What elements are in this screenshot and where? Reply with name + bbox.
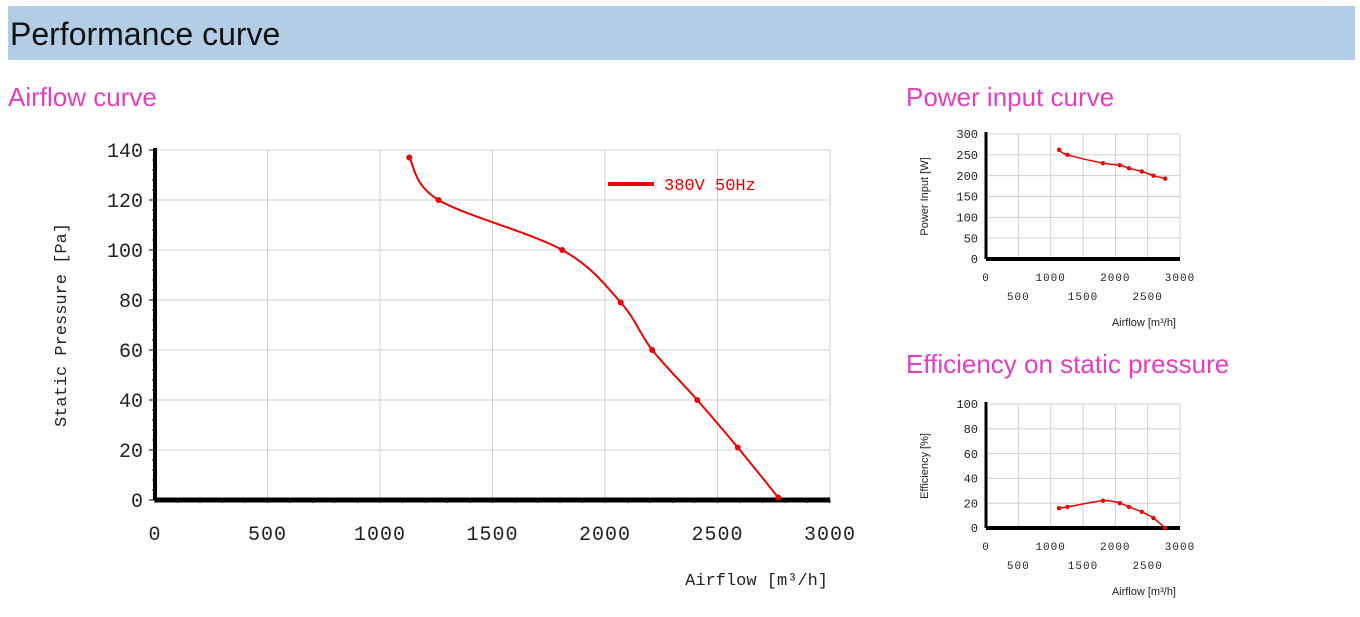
page-title: Performance curve [10, 16, 281, 52]
power-x-tick-label: 1000 [1035, 273, 1065, 285]
airflow-y-tick-label: 100 [107, 241, 143, 264]
power-data-point [1065, 152, 1070, 158]
power-data-point [1126, 165, 1132, 171]
airflow-data-point [649, 347, 656, 353]
airflow-data-point [435, 197, 442, 203]
airflow-x-tick-label: 500 [248, 524, 287, 547]
airflow-y-axis-label: Static Pressure [Pa] [53, 223, 72, 427]
efficiency-y-tick-label: 40 [964, 473, 978, 487]
airflow-x-tick-label: 3000 [804, 524, 856, 547]
power-x-tick-label: 0 [982, 273, 990, 285]
efficiency-y-tick-label: 20 [964, 497, 978, 511]
airflow-data-point [406, 154, 413, 161]
airflow-y-tick-label: 20 [119, 441, 143, 464]
airflow-y-tick-label: 80 [119, 291, 143, 314]
efficiency-x-tick-label: 1000 [1035, 542, 1065, 554]
airflow-data-point [734, 444, 741, 451]
efficiency-x-tick-label: 0 [982, 542, 990, 554]
power-x-tick-label: 500 [1007, 292, 1030, 304]
efficiency-x-tick-label: 500 [1007, 561, 1030, 573]
efficiency-chart-title: Efficiency on static pressure [906, 349, 1230, 379]
airflow-series-line [408, 156, 780, 499]
efficiency-y-tick-label: 0 [971, 522, 978, 536]
airflow-x-tick-label: 1000 [354, 524, 406, 547]
power-data-point [1100, 160, 1106, 166]
airflow-chart-title: Airflow curve [8, 82, 157, 112]
airflow-data-point [559, 247, 566, 253]
power-data-point [1151, 173, 1156, 178]
airflow-x-tick-label: 1500 [466, 524, 518, 547]
power-y-tick-label: 100 [956, 212, 978, 226]
efficiency-x-axis-label: Airflow [m³/h] [1112, 586, 1176, 598]
airflow-data-point [694, 397, 701, 403]
power-series-line [1058, 149, 1166, 180]
power-data-point [1139, 169, 1145, 174]
header-bar: Performance curve [8, 6, 1355, 60]
airflow-y-tick-label: 140 [107, 141, 143, 164]
airflow-data-point [775, 494, 782, 501]
efficiency-y-tick-label: 60 [964, 448, 978, 462]
power-y-tick-label: 250 [956, 149, 978, 163]
power-y-axis-label: Power Input [W] [919, 157, 931, 235]
power-x-tick-label: 3000 [1165, 273, 1195, 285]
efficiency-data-point [1151, 515, 1156, 521]
efficiency-y-axis-label: Efficiency [%] [919, 433, 931, 499]
efficiency-x-tick-label: 1500 [1068, 561, 1098, 573]
airflow-x-tick-label: 0 [148, 524, 161, 547]
power-x-tick-label: 2000 [1100, 273, 1130, 285]
power-x-tick-label: 1500 [1068, 292, 1098, 304]
efficiency-series-line [1058, 499, 1166, 529]
airflow-legend-label: 380V 50Hz [664, 177, 756, 196]
efficiency-data-point [1139, 509, 1145, 515]
power-y-tick-label: 300 [956, 128, 978, 142]
airflow-x-tick-label: 2000 [579, 524, 631, 547]
airflow-x-tick-label: 2500 [691, 524, 743, 547]
efficiency-data-point [1117, 501, 1123, 506]
power-y-tick-label: 200 [956, 170, 978, 184]
efficiency-data-point [1100, 498, 1106, 503]
power-x-axis-label: Airflow [m³/h] [1112, 317, 1176, 329]
airflow-y-tick-label: 40 [119, 391, 143, 414]
power-data-point [1056, 147, 1062, 153]
airflow-y-tick-label: 120 [107, 191, 143, 214]
power-chart-title: Power input curve [906, 82, 1115, 112]
efficiency-data-point [1065, 504, 1070, 510]
power-data-point [1162, 176, 1168, 181]
power-data-point [1117, 163, 1123, 168]
efficiency-data-point [1162, 525, 1168, 531]
airflow-x-axis-label: Airflow [m³/h] [685, 572, 828, 591]
efficiency-data-point [1056, 505, 1062, 511]
power-y-tick-label: 150 [956, 191, 978, 205]
efficiency-x-tick-label: 2000 [1100, 542, 1130, 554]
airflow-y-tick-label: 0 [131, 491, 143, 514]
power-y-tick-label: 50 [964, 232, 978, 246]
efficiency-x-tick-label: 2500 [1132, 561, 1162, 573]
efficiency-y-tick-label: 80 [964, 423, 978, 437]
efficiency-data-point [1126, 504, 1132, 510]
efficiency-y-tick-label: 100 [956, 398, 978, 412]
power-y-tick-label: 0 [971, 253, 978, 267]
airflow-data-point [617, 299, 624, 306]
airflow-y-tick-label: 60 [119, 341, 143, 364]
power-x-tick-label: 2500 [1132, 292, 1162, 304]
efficiency-x-tick-label: 3000 [1165, 542, 1195, 554]
